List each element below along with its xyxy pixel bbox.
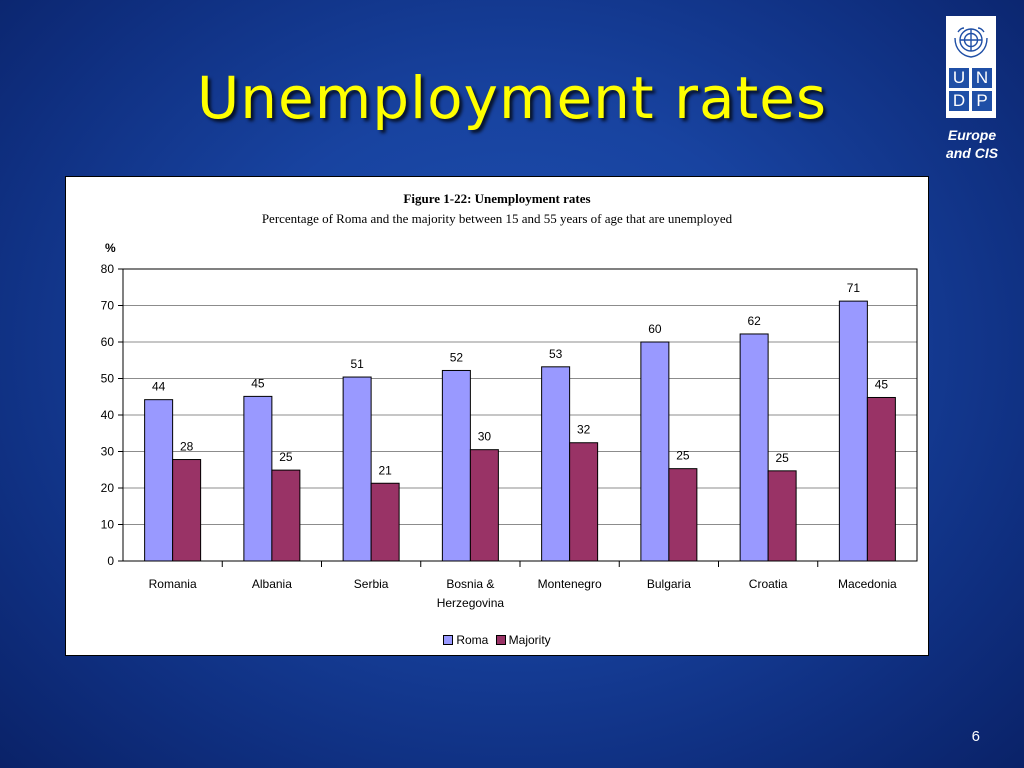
x-tick-label: Serbia (354, 577, 389, 591)
bar-roma (441, 369, 471, 562)
x-tick-label: Romania (149, 577, 197, 591)
legend-item-roma: Roma (443, 633, 488, 647)
x-tick-label: Bulgaria (647, 577, 691, 591)
data-label: 30 (478, 430, 492, 444)
y-tick-label: 10 (101, 518, 115, 532)
chart-panel: Figure 1-22: Unemployment rates Percenta… (65, 176, 929, 656)
y-tick-label: 0 (107, 554, 114, 568)
data-label: 25 (676, 449, 690, 463)
plot-border (122, 268, 918, 562)
bar-roma (342, 376, 372, 562)
legend-label-roma: Roma (456, 633, 489, 647)
data-label: 52 (450, 350, 464, 364)
chart-title: Figure 1-22: Unemployment rates (403, 191, 591, 206)
x-tick-label: Macedonia (838, 577, 897, 591)
x-tick-label: Croatia (749, 577, 788, 591)
data-label: 53 (549, 347, 563, 361)
legend-label-majority: Majority (508, 633, 551, 647)
logo-caption-line2: and CIS (945, 145, 999, 161)
data-label: 32 (577, 423, 591, 437)
data-label: 45 (251, 376, 265, 390)
chart-legend: Roma Majority (66, 633, 928, 647)
bar-roma (541, 366, 571, 562)
data-label: 62 (747, 314, 761, 328)
bar-majority (668, 468, 698, 562)
data-label: 25 (775, 451, 789, 465)
slide-title: Unemployment rates (196, 64, 828, 132)
bar-majority (370, 482, 400, 562)
undp-letter: D (949, 91, 969, 111)
bar-majority (569, 442, 599, 562)
y-tick-label: 50 (101, 372, 115, 386)
legend-swatch-majority (495, 634, 506, 645)
x-tick-label: Montenegro (538, 577, 602, 591)
bar-majority (866, 396, 896, 562)
data-label: 21 (378, 463, 392, 477)
y-tick-label: 40 (101, 408, 115, 422)
undp-letter: P (972, 91, 992, 111)
x-tick-label: Bosnia & (446, 577, 494, 591)
bar-roma (739, 333, 769, 562)
bar-roma (838, 300, 868, 562)
y-tick-label: 30 (101, 445, 115, 459)
page-number: 6 (971, 728, 980, 745)
bar-majority (767, 470, 797, 562)
y-tick-label: 70 (101, 299, 115, 313)
y-tick-label: 60 (101, 335, 115, 349)
undp-letter: U (949, 68, 969, 88)
logo-caption: Europe and CIS (930, 126, 1014, 162)
bar-majority (172, 459, 202, 562)
y-tick-label: 80 (101, 262, 115, 276)
y-tick-label: 20 (101, 481, 115, 495)
data-label: 51 (350, 357, 364, 371)
data-label: 44 (152, 380, 166, 394)
undp-logo: U N D P (946, 16, 996, 118)
data-label: 28 (180, 440, 194, 454)
data-label: 25 (279, 450, 293, 464)
bar-majority (271, 469, 301, 562)
legend-swatch-roma (443, 634, 454, 645)
chart-subtitle: Percentage of Roma and the majority betw… (261, 211, 733, 226)
bar-roma (640, 341, 670, 562)
un-emblem-icon (954, 27, 988, 58)
legend-item-majority: Majority (495, 633, 551, 647)
logo-caption-line1: Europe (947, 127, 997, 143)
undp-letter: N (972, 68, 992, 88)
bar-roma (144, 399, 174, 562)
bar-majority (469, 449, 499, 562)
x-tick-label: Herzegovina (437, 596, 505, 610)
x-tick-label: Albania (252, 577, 292, 591)
data-label: 71 (847, 281, 861, 295)
data-label: 60 (648, 322, 662, 336)
bar-chart: 0 10 20 30 40 50 60 70 80 Romania 44 28 Albania 45 25 S… (101, 262, 918, 610)
data-label: 45 (875, 377, 889, 391)
bar-roma (243, 395, 273, 562)
y-axis-unit-label: % (105, 241, 116, 255)
